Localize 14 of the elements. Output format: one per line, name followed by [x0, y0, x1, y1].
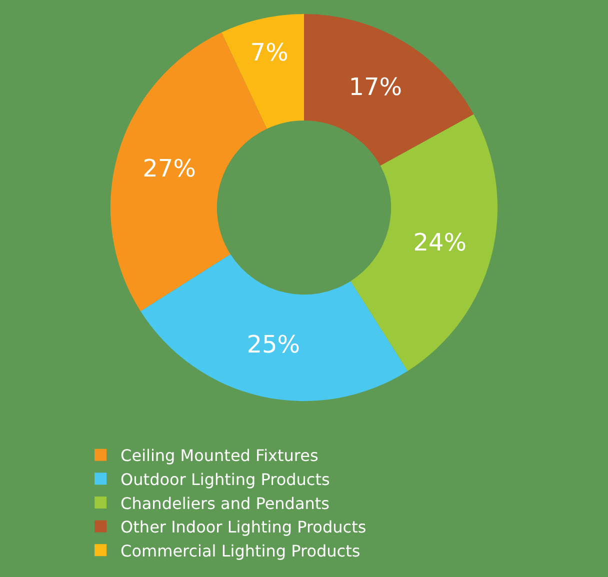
legend-label: Other Indoor Lighting Products	[120, 518, 366, 537]
data-label: 24%	[413, 228, 467, 256]
data-label: 25%	[246, 330, 300, 358]
legend-label: Commercial Lighting Products	[120, 541, 360, 560]
legend-label: Chandeliers and Pendants	[120, 494, 330, 513]
data-label: 27%	[142, 154, 196, 182]
donut-slice	[350, 114, 498, 371]
data-label: 17%	[348, 72, 402, 101]
legend-label: Outdoor Lighting Products	[120, 470, 330, 489]
donut-slice	[222, 14, 304, 129]
donut-slice	[304, 14, 474, 166]
donut-slice	[140, 254, 408, 401]
data-label: 7%	[250, 38, 288, 66]
legend-label: Ceiling Mounted Fixtures	[120, 446, 318, 466]
